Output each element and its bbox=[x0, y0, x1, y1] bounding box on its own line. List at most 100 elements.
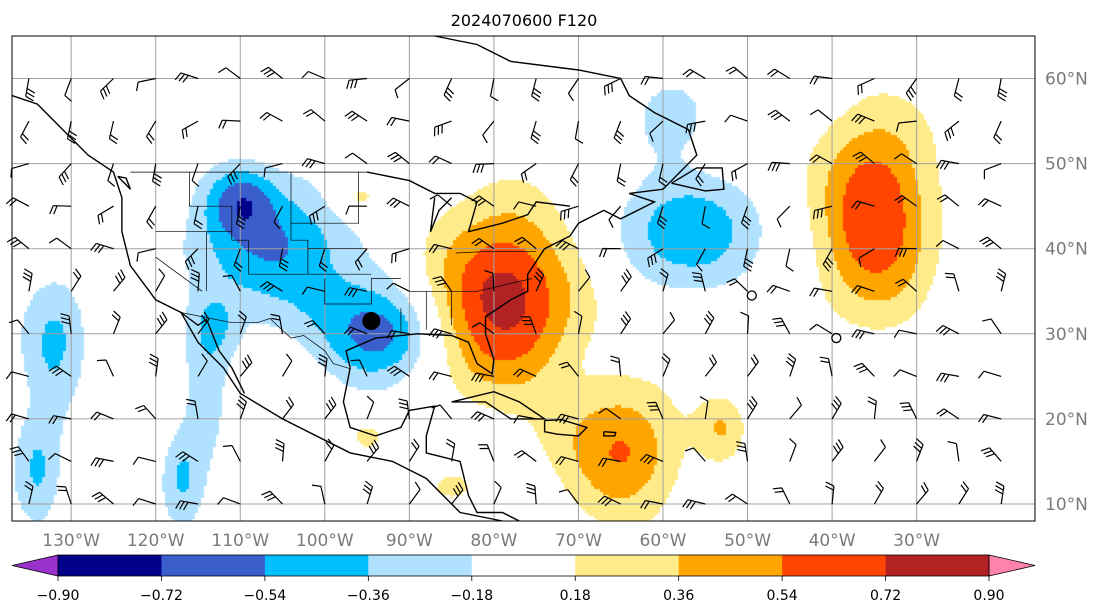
wind-barb bbox=[514, 236, 537, 250]
wind-barb bbox=[236, 395, 247, 420]
wind-barb bbox=[825, 481, 835, 505]
map-area[interactable] bbox=[5, 35, 1036, 522]
wind-barb bbox=[10, 163, 30, 178]
coastline bbox=[180, 311, 246, 394]
lon-tick-label: 40°W bbox=[809, 531, 856, 551]
lat-tick-label: 10°N bbox=[1045, 495, 1088, 515]
wind-barb bbox=[181, 120, 199, 139]
wind-barb bbox=[620, 268, 632, 292]
wind-barb bbox=[788, 438, 797, 462]
wind-barb bbox=[852, 151, 875, 165]
wind-barb bbox=[394, 78, 410, 99]
axis-labels: 130°W 120°W 110°W 100°W 90°W 80°W 70°W 60°W 50°W… bbox=[42, 70, 1088, 551]
lat-tick-label: 40°N bbox=[1045, 240, 1088, 260]
wind-barb bbox=[155, 268, 166, 292]
wind-barb bbox=[471, 195, 495, 207]
wind-barb bbox=[108, 120, 119, 145]
wind-barb bbox=[851, 285, 875, 295]
wind-barb bbox=[772, 317, 791, 335]
wind-barb bbox=[217, 497, 241, 505]
wind-barb bbox=[91, 491, 114, 505]
wind-barb bbox=[569, 163, 580, 187]
wind-barb bbox=[398, 398, 410, 419]
wind-barb bbox=[578, 269, 591, 292]
wind-barb bbox=[107, 163, 116, 187]
wind-barb bbox=[703, 310, 715, 335]
wind-barb bbox=[48, 365, 72, 377]
lon-tick-label: 90°W bbox=[386, 531, 433, 551]
wind-barb bbox=[136, 248, 156, 262]
wind-barb bbox=[222, 444, 241, 462]
wind-barb bbox=[489, 78, 499, 102]
wind-barb bbox=[685, 120, 706, 134]
wind-barb bbox=[809, 75, 833, 85]
wind-barb bbox=[513, 450, 537, 462]
colorbar-tick-label: 0.54 bbox=[767, 588, 798, 604]
wind-barb bbox=[936, 408, 960, 420]
wind-barb bbox=[894, 195, 917, 207]
lon-tick-label: 110°W bbox=[211, 531, 269, 551]
border-line bbox=[455, 250, 537, 254]
location-marker[interactable] bbox=[362, 312, 381, 331]
wind-barb bbox=[278, 248, 289, 272]
wind-barb bbox=[857, 77, 875, 95]
colorbar-segment bbox=[264, 555, 369, 576]
wind-barb bbox=[429, 194, 452, 207]
colorbar-extend-high bbox=[988, 554, 1036, 577]
wind-barb bbox=[451, 481, 464, 505]
wind-barb bbox=[724, 114, 748, 123]
wind-barb bbox=[691, 272, 706, 292]
colorbar-segment bbox=[678, 555, 783, 576]
wind-barb bbox=[281, 353, 293, 377]
wind-barb bbox=[227, 163, 241, 186]
map-title: 2024070600 F120 bbox=[451, 11, 598, 30]
wind-barb bbox=[567, 78, 579, 102]
colorbar-segment bbox=[885, 555, 990, 576]
wind-barb bbox=[598, 407, 622, 420]
lon-tick-label: 70°W bbox=[555, 531, 602, 551]
lon-tick-label: 30°W bbox=[893, 531, 940, 551]
border-line bbox=[155, 256, 203, 292]
wind-barb bbox=[302, 109, 326, 122]
wind-barb bbox=[6, 236, 30, 250]
wind-barb bbox=[994, 481, 1005, 505]
colorbar-tick-label: 0.18 bbox=[560, 588, 591, 604]
wind-barb bbox=[350, 359, 368, 377]
wind-barb bbox=[983, 163, 1002, 180]
wind-barb bbox=[97, 205, 114, 225]
wind-barb bbox=[345, 205, 368, 215]
wind-barb bbox=[428, 155, 452, 165]
wind-barb bbox=[90, 411, 114, 421]
wind-barb bbox=[184, 248, 199, 270]
wind-barb bbox=[867, 396, 877, 419]
wind-barb bbox=[470, 372, 495, 383]
wind-barbs bbox=[5, 66, 1008, 511]
wind-barb bbox=[175, 500, 199, 511]
wind-barb bbox=[982, 318, 1002, 335]
wind-barb bbox=[471, 238, 495, 250]
border-line bbox=[181, 312, 351, 370]
wind-barb bbox=[472, 163, 494, 174]
wind-barb bbox=[113, 269, 126, 292]
wind-barb bbox=[484, 269, 495, 292]
wind-barb bbox=[520, 316, 537, 335]
wind-barb bbox=[443, 78, 455, 102]
colorbar-segment bbox=[368, 555, 473, 576]
wind-barb bbox=[809, 154, 833, 165]
lat-tick-label: 60°N bbox=[1045, 70, 1088, 90]
wind-barb bbox=[608, 205, 622, 228]
wind-barb bbox=[743, 248, 754, 272]
wind-barb bbox=[772, 487, 791, 505]
lat-tick-label: 30°N bbox=[1045, 325, 1088, 345]
border-line bbox=[409, 278, 533, 292]
wind-barb bbox=[558, 489, 579, 505]
wind-barb bbox=[947, 441, 960, 462]
wind-barb bbox=[22, 268, 33, 292]
wind-barb bbox=[682, 499, 706, 510]
open-circle-marker bbox=[746, 290, 757, 301]
colorbar-tick-label: −0.18 bbox=[450, 588, 493, 604]
wind-barb bbox=[48, 452, 72, 462]
wind-barb bbox=[978, 413, 1002, 424]
wind-barb bbox=[190, 268, 200, 292]
wind-barb bbox=[344, 110, 368, 122]
